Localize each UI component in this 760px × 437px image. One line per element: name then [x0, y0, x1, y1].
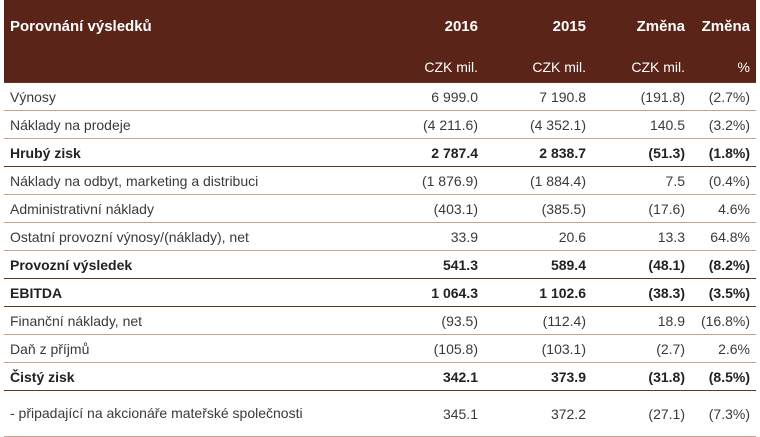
- column-header-2016: 2016: [444, 17, 478, 35]
- table-row-total: Čistý zisk 342.1 373.9 (31.8) (8.5%): [4, 363, 756, 391]
- table-body: Výnosy 6 999.0 7 190.8 (191.8) (2.7%) Ná…: [4, 82, 756, 437]
- table-row-total: Provozní výsledek 541.3 589.4 (48.1) (8.…: [4, 251, 756, 279]
- results-table: Porovnání výsledků 2016 2015 Změna Změna…: [4, 0, 756, 437]
- cell-change: 7.5: [665, 172, 685, 189]
- cell-2015: (385.5): [541, 200, 586, 217]
- cell-change: (27.1): [648, 405, 685, 422]
- unit-change-pct: %: [737, 59, 750, 75]
- row-label: Náklady na prodeje: [10, 116, 131, 133]
- cell-change: (31.8): [648, 368, 685, 385]
- row-label: - připadající na akcionáře mateřské spol…: [10, 405, 303, 421]
- header-row-units: CZK mil. CZK mil. CZK mil. %: [4, 52, 756, 82]
- cell-change-pct: (8.2%): [708, 256, 750, 273]
- column-header-2015: 2015: [552, 17, 586, 35]
- cell-change-pct: (0.4%): [708, 172, 750, 189]
- cell-change-pct: (2.7%): [708, 88, 750, 105]
- cell-change-pct: 2.6%: [718, 340, 750, 357]
- column-header-change-pct: Změna: [701, 17, 750, 35]
- cell-change: (51.3): [648, 144, 685, 161]
- cell-change: (191.8): [640, 88, 685, 105]
- cell-change-pct: 4.6%: [718, 200, 750, 217]
- cell-change: (17.6): [648, 200, 685, 217]
- row-label: Čistý zisk: [10, 368, 75, 385]
- row-label: Daň z příjmů: [10, 340, 90, 357]
- cell-2016: 345.1: [442, 405, 478, 422]
- cell-2015: (1 884.4): [529, 172, 586, 189]
- table-row: Administrativní náklady (403.1) (385.5) …: [4, 195, 756, 223]
- cell-change-pct: (1.8%): [708, 144, 750, 161]
- cell-change: 18.9: [657, 312, 685, 329]
- row-label: Provozní výsledek: [10, 256, 133, 273]
- table-title: Porovnání výsledků: [10, 17, 152, 35]
- cell-change: 140.5: [649, 116, 685, 133]
- cell-2016: (105.8): [433, 340, 478, 357]
- cell-2016: (93.5): [441, 312, 478, 329]
- cell-2016: (1 876.9): [421, 172, 478, 189]
- cell-2016: (403.1): [433, 200, 478, 217]
- cell-2016: 541.3: [442, 256, 478, 273]
- row-label: Výnosy: [10, 88, 56, 105]
- table-row: Náklady na odbyt, marketing a distribuci…: [4, 167, 756, 195]
- cell-2016: 33.9: [450, 228, 478, 245]
- table-row: Daň z příjmů (105.8) (103.1) (2.7) 2.6%: [4, 335, 756, 363]
- unit-2015: CZK mil.: [532, 59, 586, 75]
- cell-2015: 2 838.7: [539, 144, 586, 161]
- table-header: Porovnání výsledků 2016 2015 Změna Změna…: [4, 0, 756, 82]
- cell-2016: 2 787.4: [431, 144, 478, 161]
- cell-2015: 1 102.6: [539, 284, 586, 301]
- cell-2016: 342.1: [442, 368, 478, 385]
- cell-2016: (4 211.6): [423, 116, 478, 133]
- cell-change-pct: 64.8%: [710, 228, 750, 245]
- cell-2015: (4 352.1): [529, 116, 586, 133]
- header-row-titles: Porovnání výsledků 2016 2015 Změna Změna: [4, 0, 756, 52]
- cell-2015: (103.1): [541, 340, 586, 357]
- cell-2015: 589.4: [550, 256, 586, 273]
- cell-change: (38.3): [648, 284, 685, 301]
- cell-change-pct: (3.5%): [708, 284, 750, 301]
- table-row: - připadající na akcionáře mateřské spol…: [4, 391, 756, 437]
- unit-2016: CZK mil.: [424, 59, 478, 75]
- cell-2015: 373.9: [550, 368, 586, 385]
- unit-change: CZK mil.: [631, 59, 685, 75]
- row-label: Ostatní provozní výnosy/(náklady), net: [10, 228, 249, 245]
- table-row: Výnosy 6 999.0 7 190.8 (191.8) (2.7%): [4, 83, 756, 111]
- cell-2016: 1 064.3: [431, 284, 478, 301]
- cell-change: (2.7): [656, 340, 685, 357]
- table-row: Finanční náklady, net (93.5) (112.4) 18.…: [4, 307, 756, 335]
- row-label: Náklady na odbyt, marketing a distribuci: [10, 172, 259, 189]
- row-label: Administrativní náklady: [10, 200, 154, 217]
- cell-2016: 6 999.0: [431, 88, 478, 105]
- cell-2015: 372.2: [550, 405, 586, 422]
- cell-change-pct: (16.8%): [700, 312, 750, 329]
- table-row: Náklady na prodeje (4 211.6) (4 352.1) 1…: [4, 111, 756, 139]
- table-row-total: Hrubý zisk 2 787.4 2 838.7 (51.3) (1.8%): [4, 139, 756, 167]
- row-label: Finanční náklady, net: [10, 312, 143, 329]
- cell-change-pct: (8.5%): [708, 368, 750, 385]
- column-header-change: Změna: [636, 17, 685, 35]
- cell-change: 13.3: [657, 228, 685, 245]
- row-label: EBITDA: [10, 284, 63, 301]
- cell-change-pct: (7.3%): [708, 405, 750, 422]
- cell-2015: 20.6: [558, 228, 586, 245]
- table-row: Ostatní provozní výnosy/(náklady), net 3…: [4, 223, 756, 251]
- cell-change: (48.1): [648, 256, 685, 273]
- row-label: Hrubý zisk: [10, 144, 81, 161]
- cell-change-pct: (3.2%): [708, 116, 750, 133]
- cell-2015: (112.4): [542, 312, 586, 329]
- table-row-total: EBITDA 1 064.3 1 102.6 (38.3) (3.5%): [4, 279, 756, 307]
- cell-2015: 7 190.8: [539, 88, 586, 105]
